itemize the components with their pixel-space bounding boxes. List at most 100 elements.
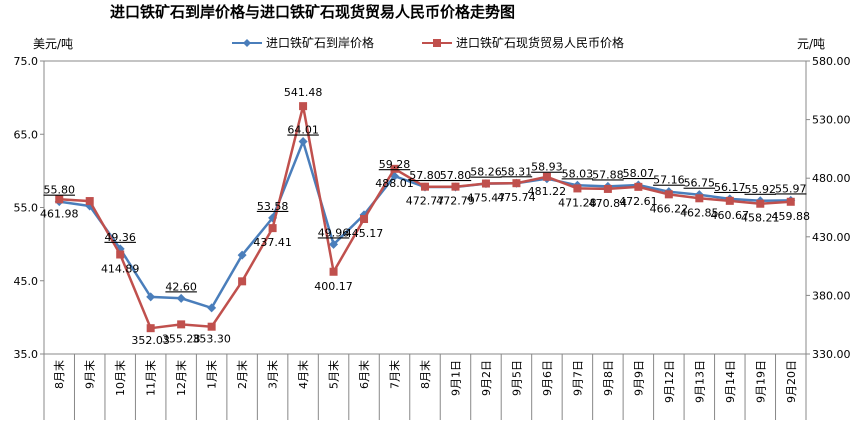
right-tick-label: 530.00 xyxy=(812,114,851,127)
data-label: 400.17 xyxy=(314,280,353,293)
data-label: 58.93 xyxy=(531,161,563,174)
data-label: 470.84 xyxy=(589,197,628,210)
x-tick-label: 11月末 xyxy=(144,360,158,396)
data-label: 56.75 xyxy=(684,177,716,190)
data-point xyxy=(207,303,217,313)
data-point xyxy=(329,267,338,276)
data-point xyxy=(542,172,551,181)
data-point xyxy=(55,195,64,204)
data-point xyxy=(390,164,399,173)
x-tick-label: 6月末 xyxy=(357,360,371,389)
data-label: 58.26 xyxy=(470,166,502,179)
left-tick-label: 35.0 xyxy=(14,348,39,361)
x-tick-label: 9月2日 xyxy=(480,360,493,396)
data-label: 461.98 xyxy=(40,207,79,220)
right-tick-label: 330.00 xyxy=(812,348,851,361)
data-label: 462.85 xyxy=(680,206,719,219)
data-label: 57.16 xyxy=(653,174,685,187)
data-label: 481.22 xyxy=(528,185,567,198)
data-point xyxy=(756,199,765,208)
data-point xyxy=(116,250,125,259)
data-point xyxy=(603,184,612,193)
data-label: 58.07 xyxy=(623,167,655,180)
data-label: 55.97 xyxy=(775,182,807,195)
data-point xyxy=(664,190,673,199)
x-tick-label: 9月12日 xyxy=(663,360,676,403)
x-tick-label: 8月末 xyxy=(52,360,66,389)
x-tick-label: 1月末 xyxy=(205,360,219,389)
x-tick-label: 9月19日 xyxy=(754,360,767,403)
data-point xyxy=(512,179,521,188)
data-point xyxy=(329,239,339,249)
data-point xyxy=(573,184,582,193)
data-point xyxy=(238,277,247,286)
data-point xyxy=(176,293,186,303)
data-label: 352.03 xyxy=(131,334,170,347)
x-tick-label: 5月末 xyxy=(327,360,341,389)
data-point xyxy=(85,197,94,206)
data-point xyxy=(360,215,369,224)
data-label: 472.61 xyxy=(619,195,658,208)
data-label: 445.17 xyxy=(345,227,384,240)
legend-marker-series-1 xyxy=(243,39,251,47)
right-tick-label: 380.00 xyxy=(812,289,851,302)
data-label: 475.47 xyxy=(467,192,506,205)
data-label: 57.80 xyxy=(440,169,472,182)
data-label: 458.21 xyxy=(741,212,780,225)
data-point xyxy=(451,182,460,191)
legend-marker-series-2 xyxy=(433,39,441,47)
data-label: 53.58 xyxy=(257,200,289,213)
x-tick-label: 12月末 xyxy=(174,360,188,396)
data-point xyxy=(237,250,247,260)
data-label: 475.74 xyxy=(497,191,536,204)
x-tick-label: 9月6日 xyxy=(541,360,554,396)
data-label: 55.92 xyxy=(745,183,777,196)
x-tick-label: 3月末 xyxy=(266,360,280,389)
left-tick-label: 75.0 xyxy=(14,55,39,68)
data-label: 472.77 xyxy=(406,195,445,208)
data-point xyxy=(177,320,186,329)
chart-title: 进口铁矿石到岸价格与进口铁矿石现货贸易人民币价格走势图 xyxy=(110,3,515,21)
x-tick-label: 7月末 xyxy=(388,360,402,389)
left-tick-label: 65.0 xyxy=(14,128,39,141)
data-label: 466.22 xyxy=(650,202,689,215)
right-tick-label: 480.00 xyxy=(812,172,851,185)
data-label: 49.36 xyxy=(104,231,136,244)
data-label: 355.28 xyxy=(162,332,201,345)
data-point xyxy=(725,196,734,205)
right-axis-unit: 元/吨 xyxy=(797,37,825,51)
x-tick-label: 10月末 xyxy=(113,360,127,396)
data-label: 57.80 xyxy=(409,169,441,182)
x-tick-label: 8月末 xyxy=(418,360,432,389)
data-label: 56.17 xyxy=(714,181,746,194)
data-label: 64.01 xyxy=(287,124,319,137)
legend-label-series-1: 进口铁矿石到岸价格 xyxy=(266,35,374,50)
x-tick-label: 9月9日 xyxy=(632,360,645,396)
data-label: 471.28 xyxy=(558,196,597,209)
data-label: 353.30 xyxy=(192,333,231,346)
data-label: 459.88 xyxy=(772,210,811,223)
data-point xyxy=(268,224,277,233)
data-label: 59.28 xyxy=(379,158,411,171)
x-tick-label: 9月14日 xyxy=(724,360,737,403)
data-point xyxy=(146,324,155,333)
data-label: 57.88 xyxy=(592,168,624,181)
data-label: 488.01 xyxy=(375,177,414,190)
data-label: 472.79 xyxy=(436,195,475,208)
data-label: 58.03 xyxy=(562,167,594,180)
data-point xyxy=(298,137,308,147)
data-point xyxy=(634,182,643,191)
x-tick-label: 9月1日 xyxy=(449,360,462,396)
x-tick-label: 2月末 xyxy=(235,360,249,389)
data-label: 437.41 xyxy=(253,236,292,249)
data-label: 460.67 xyxy=(711,209,750,222)
data-point xyxy=(786,197,795,206)
data-point xyxy=(481,179,490,188)
x-tick-label: 9月5日 xyxy=(510,360,523,396)
data-point xyxy=(299,102,308,111)
left-tick-label: 55.0 xyxy=(14,202,39,215)
x-tick-label: 4月末 xyxy=(296,360,310,389)
left-tick-label: 45.0 xyxy=(14,275,39,288)
right-tick-label: 580.00 xyxy=(812,55,851,68)
